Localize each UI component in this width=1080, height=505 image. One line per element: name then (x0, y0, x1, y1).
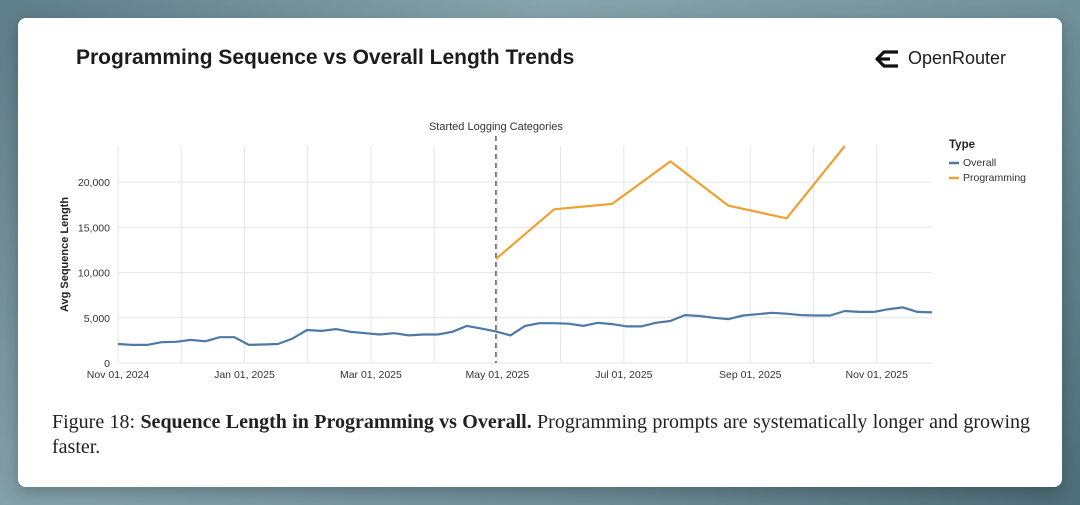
line-chart: 0 5,000 10,000 15,000 20,000 Nov 01, 2024 Jan … (59, 121, 1026, 381)
y-tick-label: 10,000 (78, 268, 110, 280)
x-tick-label: May 01, 2025 (466, 369, 530, 381)
x-tick-label: Sep 01, 2025 (719, 369, 782, 381)
x-tick-label: Nov 01, 2025 (846, 369, 909, 381)
annotation-label: Started Logging Categories (429, 121, 563, 133)
brand-name: OpenRouter (907, 48, 1006, 68)
y-axis-title: Avg Sequence Length (59, 197, 71, 312)
legend-label-overall[interactable]: Overall (963, 157, 996, 169)
x-tick-label: Jan 01, 2025 (214, 369, 275, 381)
figure-card: Programming Sequence vs Overall Length T… (18, 18, 1062, 487)
y-tick-label: 15,000 (78, 222, 110, 234)
y-tick-label: 20,000 (78, 177, 110, 189)
chart-title: Programming Sequence vs Overall Length T… (76, 46, 575, 69)
chart-area: 0 5,000 10,000 15,000 20,000 Nov 01, 2024 Jan … (52, 96, 1032, 393)
series-line-programming (495, 145, 846, 260)
y-tick-label: 5,000 (84, 313, 110, 325)
caption-bold: Sequence Length in Programming vs Overal… (140, 411, 532, 433)
x-tick-label: Mar 01, 2025 (340, 369, 402, 381)
legend-label-programming[interactable]: Programming (963, 172, 1026, 184)
series-line-overall (117, 306, 933, 346)
x-tick-label: Jul 01, 2025 (595, 369, 652, 381)
caption-rest: Programming prompts are systematically l… (52, 411, 1030, 458)
brand[interactable]: OpenRouter (874, 48, 1006, 69)
y-tick-label: 0 (104, 358, 110, 370)
x-tick-label: Nov 01, 2024 (87, 369, 150, 381)
figure-caption: Figure 18: Sequence Length in Programmin… (52, 410, 1030, 460)
caption-prefix: Figure 18: (52, 411, 136, 433)
legend-title: Type (949, 139, 975, 151)
openrouter-logo-icon (875, 49, 898, 68)
